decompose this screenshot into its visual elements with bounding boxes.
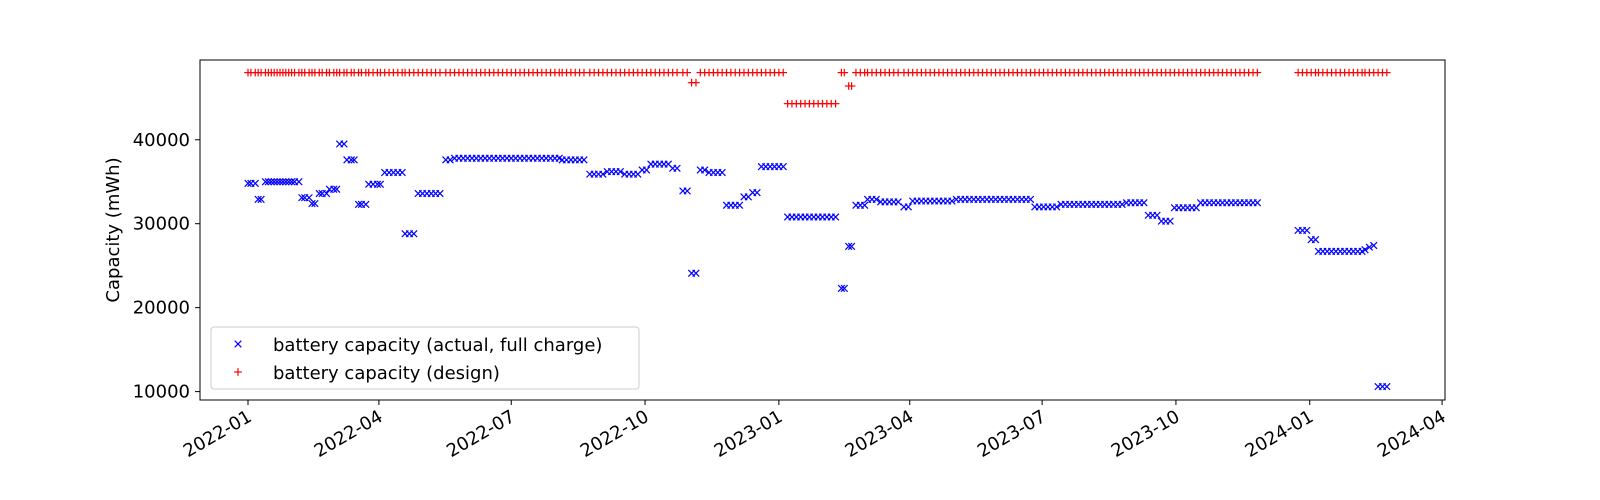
data-point: [308, 199, 316, 208]
series-actual: [244, 140, 1391, 391]
data-point: [700, 166, 709, 174]
data-point: [1253, 68, 1262, 77]
data-point: [1383, 68, 1391, 77]
data-point: [267, 178, 275, 186]
data-point: [298, 193, 306, 202]
data-point: [282, 178, 290, 186]
series-design: [244, 68, 1391, 108]
data-point: [837, 284, 846, 293]
data-point: [779, 162, 787, 171]
data-point: [332, 185, 341, 194]
data-point: [683, 68, 692, 77]
data-point: [1303, 226, 1311, 235]
data-point: [616, 167, 625, 176]
data-point: [340, 140, 348, 148]
data-point: [261, 178, 270, 186]
data-point: [398, 168, 406, 177]
legend-marker-plus-icon: [234, 368, 242, 376]
data-point: [718, 168, 726, 177]
legend-marker-design: [234, 368, 242, 376]
data-point: [350, 156, 358, 164]
data-point: [287, 178, 296, 186]
data-point: [948, 197, 956, 205]
plot-marks: [244, 68, 1391, 391]
data-point: [305, 193, 313, 202]
data-point: [1153, 211, 1161, 220]
data-point: [1026, 195, 1035, 204]
data-point: [844, 242, 853, 251]
data-point: [580, 156, 588, 164]
data-point: [831, 213, 840, 221]
data-point: [273, 178, 281, 186]
data-point: [279, 178, 287, 186]
data-point: [840, 284, 849, 293]
data-point: [347, 156, 355, 164]
data-point: [410, 230, 418, 238]
data-point: [244, 179, 252, 188]
data-point: [264, 178, 273, 186]
data-point: [753, 188, 761, 197]
data-point: [284, 178, 293, 186]
y-axis: 10000 20000 30000 40000: [133, 130, 200, 403]
data-point: [683, 187, 691, 195]
data-point: [362, 200, 370, 209]
y-tick-label: 10000: [133, 382, 190, 403]
data-point: [1052, 203, 1061, 211]
data-point: [1361, 246, 1369, 254]
data-point: [1253, 198, 1262, 207]
legend-box: [210, 326, 640, 390]
data-point: [1118, 200, 1126, 209]
data-point: [673, 164, 681, 173]
data-point: [642, 166, 651, 174]
data-point: [735, 201, 744, 209]
data-point: [860, 201, 869, 209]
legend-marker-x-icon: [234, 340, 242, 348]
legend-label-actual: battery capacity (actual, full charge): [273, 335, 602, 356]
plot-frame: [199, 59, 1446, 401]
data-point: [354, 200, 363, 209]
data-point: [436, 189, 444, 198]
data-point: [270, 178, 278, 186]
data-point: [276, 178, 284, 186]
data-point: [315, 189, 323, 198]
legend-label-design: battery capacity (design): [273, 363, 500, 384]
data-point: [251, 179, 259, 188]
data-point: [847, 82, 856, 90]
data-point: [847, 242, 856, 251]
data-point: [1365, 243, 1374, 251]
data-point: [446, 156, 454, 164]
y-tick-label: 20000: [133, 298, 190, 319]
data-point: [1140, 198, 1148, 207]
y-tick-label: 30000: [133, 214, 190, 235]
data-point: [692, 269, 700, 277]
data-point: [257, 195, 265, 204]
data-point: [840, 68, 849, 77]
legend: battery capacity (actual, full charge) b…: [210, 326, 640, 390]
data-point: [322, 189, 331, 198]
data-point: [295, 178, 303, 186]
data-point: [779, 68, 788, 77]
data-point: [1166, 217, 1174, 225]
data-point: [373, 180, 382, 188]
data-point: [692, 78, 700, 87]
y-axis-label: Capacity (mWh): [103, 157, 124, 302]
data-point: [311, 199, 319, 208]
y-tick-label: 40000: [133, 130, 190, 151]
data-point: [872, 195, 881, 204]
data-point: [904, 203, 913, 211]
legend-marker-actual: [234, 340, 242, 348]
data-point: [1383, 382, 1391, 391]
data-point: [376, 180, 385, 188]
data-point: [831, 99, 840, 108]
data-point: [254, 195, 262, 204]
data-point: [1311, 235, 1320, 244]
data-point: [1370, 241, 1378, 250]
data-point: [599, 170, 607, 178]
data-point: [330, 185, 338, 194]
